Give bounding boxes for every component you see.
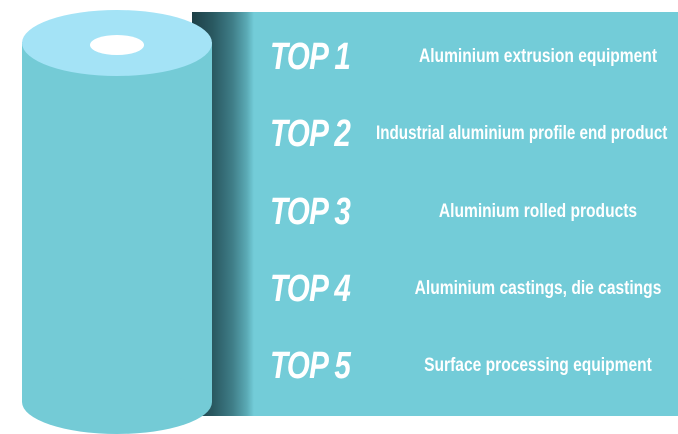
ranking-item: TOP 3 Aluminium rolled products: [262, 186, 678, 238]
rank-text: Aluminium extrusion equipment: [418, 46, 658, 67]
ranking-item: TOP 4 Aluminium castings, die castings: [262, 263, 678, 315]
rank-label: TOP 2: [270, 113, 351, 155]
rank-text: Surface processing equipment: [424, 355, 652, 376]
rank-text: Aluminium rolled products: [438, 201, 638, 222]
roll-body: [22, 42, 212, 402]
rank-label: TOP 4: [270, 268, 351, 310]
roll-core-hole: [90, 35, 144, 55]
rank-text: Aluminium castings, die castings: [414, 278, 662, 299]
roll-bottom: [22, 370, 212, 434]
ranking-item: TOP 1 Aluminium extrusion equipment: [262, 31, 678, 83]
unrolled-sheet: [236, 12, 678, 416]
rank-text: Industrial aluminium profile end product: [376, 123, 668, 144]
rank-label: TOP 1: [270, 36, 351, 78]
ranking-item: TOP 2 Industrial aluminium profile end p…: [262, 108, 678, 160]
ranking-item: TOP 5 Surface processing equipment: [262, 340, 678, 392]
rank-label: TOP 3: [270, 191, 351, 233]
rank-label: TOP 5: [270, 345, 351, 387]
